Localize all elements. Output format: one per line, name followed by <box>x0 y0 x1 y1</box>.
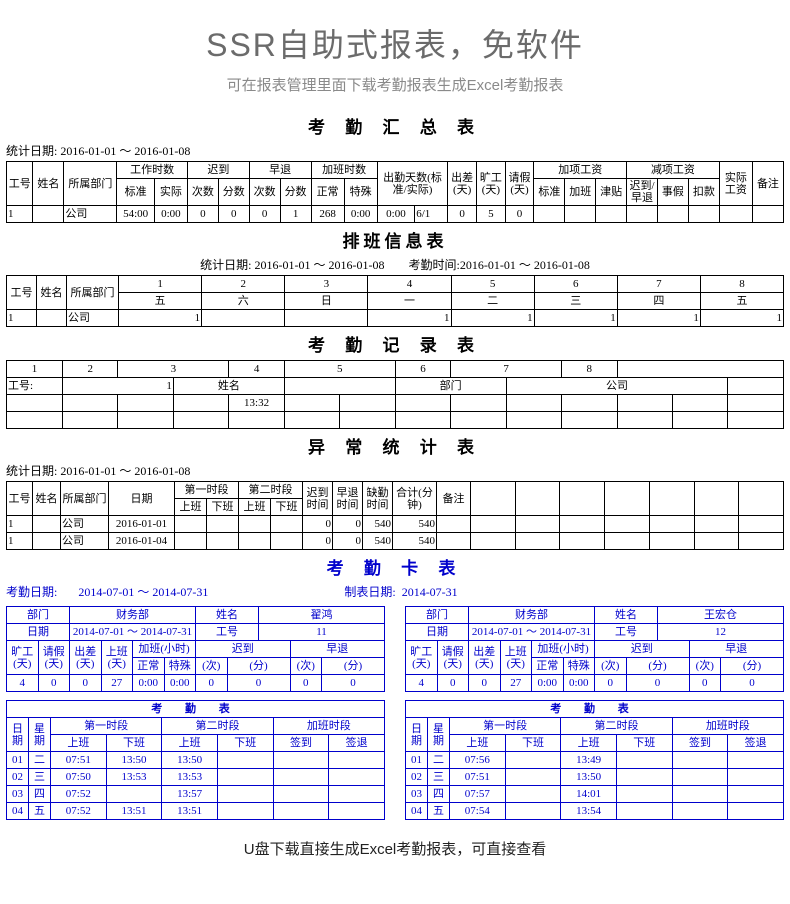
sub-le: 迟到/早退 <box>627 179 658 206</box>
main-title: SSR自助式报表，免软件 <box>6 20 784 66</box>
sub-jiab: 加班 <box>565 179 596 206</box>
sub-mark: 标准 <box>534 179 565 206</box>
document-root: SSR自助式报表，免软件 可在报表管理里面下载考勤报表生成Excel考勤报表 考… <box>0 0 790 879</box>
summary-statline: 统计日期: 2016-01-01 ～ 2016-01-08 <box>6 142 784 159</box>
col-add-wage: 加项工资 <box>534 162 627 179</box>
col-dept: 所属部门 <box>64 162 117 206</box>
record-heading: 考 勤 记 录 表 <box>6 331 784 356</box>
sub-late-n: 次数 <box>187 179 218 206</box>
col-late: 迟到 <box>187 162 249 179</box>
col-note: 备注 <box>752 162 783 206</box>
schedule-heading: 排班信息表 <box>6 227 784 252</box>
card-right: 部门 财务部 姓名 王宏仓 日期 2014-07-01 ～ 2014-07-31… <box>405 606 784 820</box>
card-left: 部门 财务部 姓名 翟鸿 日期 2014-07-01 ～ 2014-07-31 … <box>6 606 385 820</box>
card-section: 考 勤 卡 表 考勤日期: 2014-07-01 ～ 2014-07-31 制表… <box>6 554 784 820</box>
card-right-head: 部门 财务部 姓名 王宏仓 日期 2014-07-01 ～ 2014-07-31… <box>405 606 784 692</box>
col-attdays: 出勤天数(标准/实际) <box>377 162 448 206</box>
main-subtitle: 可在报表管理里面下载考勤报表生成Excel考勤报表 <box>6 74 784 95</box>
card-heading: 考 勤 卡 表 <box>6 554 784 579</box>
col-workhrs: 工作时数 <box>117 162 188 179</box>
schedule-table: 工号 姓名 所属部门 12 34 56 78 五六 日一 二三 四五 1 公司 … <box>6 275 784 327</box>
col-id: 工号 <box>7 162 33 206</box>
sub-ot-norm: 正常 <box>311 179 344 206</box>
col-ded-wage: 减项工资 <box>627 162 720 179</box>
col-absent: 旷工(天) <box>477 162 506 206</box>
summary-data-row: 1 公司 54:00 0:00 0 0 0 1 268 0:00 0:00 6/… <box>7 206 784 223</box>
col-leave: 请假(天) <box>505 162 534 206</box>
abnormal-statline: 统计日期: 2016-01-01 ～ 2016-01-08 <box>6 462 784 479</box>
col-ot: 加班时数 <box>311 162 377 179</box>
sub-std: 标准 <box>117 179 155 206</box>
summary-heading: 考 勤 汇 总 表 <box>6 113 784 138</box>
sub-late-m: 分数 <box>218 179 249 206</box>
card-right-att: 考 勤 表 日期 星期 第一时段 第二时段 加班时段 上班下班 上班下班 签到签… <box>405 700 784 820</box>
record-table: 1 2 3 4 5 6 7 8 工号: 1 姓名 部门 公司 13:32 <box>6 360 784 429</box>
sub-shijia: 事假 <box>657 179 688 206</box>
sub-allow: 津贴 <box>596 179 627 206</box>
sub-ot-spec: 特殊 <box>344 179 377 206</box>
sub-early-m: 分数 <box>280 179 311 206</box>
schedule-statline: 统计日期: 2016-01-01 ～ 2016-01-08 考勤时间:2016-… <box>6 256 784 273</box>
col-name: 姓名 <box>33 162 64 206</box>
sub-kou: 扣款 <box>688 179 719 206</box>
footer-note: U盘下载直接生成Excel考勤报表，可直接查看 <box>6 838 784 859</box>
sub-early-n: 次数 <box>249 179 280 206</box>
col-early: 早退 <box>249 162 311 179</box>
col-biz: 出差(天) <box>448 162 477 206</box>
col-real-wage: 实际工资 <box>719 162 752 206</box>
card-left-head: 部门 财务部 姓名 翟鸿 日期 2014-07-01 ～ 2014-07-31 … <box>6 606 385 692</box>
abnormal-table: 工号 姓名 所属部门 日期 第一时段 第二时段 迟到时间 早退时间 缺勤时间 合… <box>6 481 784 550</box>
summary-table: 工号 姓名 所属部门 工作时数 迟到 早退 加班时数 出勤天数(标准/实际) 出… <box>6 161 784 223</box>
abnormal-heading: 异 常 统 计 表 <box>6 433 784 458</box>
card-left-att: 考 勤 表 日期 星期 第一时段 第二时段 加班时段 上班下班 上班下班 签到签… <box>6 700 385 820</box>
sub-act: 实际 <box>154 179 187 206</box>
card-range: 考勤日期: 2014-07-01 ～ 2014-07-31 制表日期: 2014… <box>6 583 784 600</box>
